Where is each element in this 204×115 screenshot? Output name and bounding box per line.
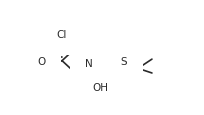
Text: Cl: Cl — [56, 30, 66, 40]
Text: O: O — [37, 56, 45, 66]
Text: OH: OH — [92, 82, 108, 92]
Text: S: S — [120, 56, 127, 66]
Text: N: N — [85, 58, 93, 68]
